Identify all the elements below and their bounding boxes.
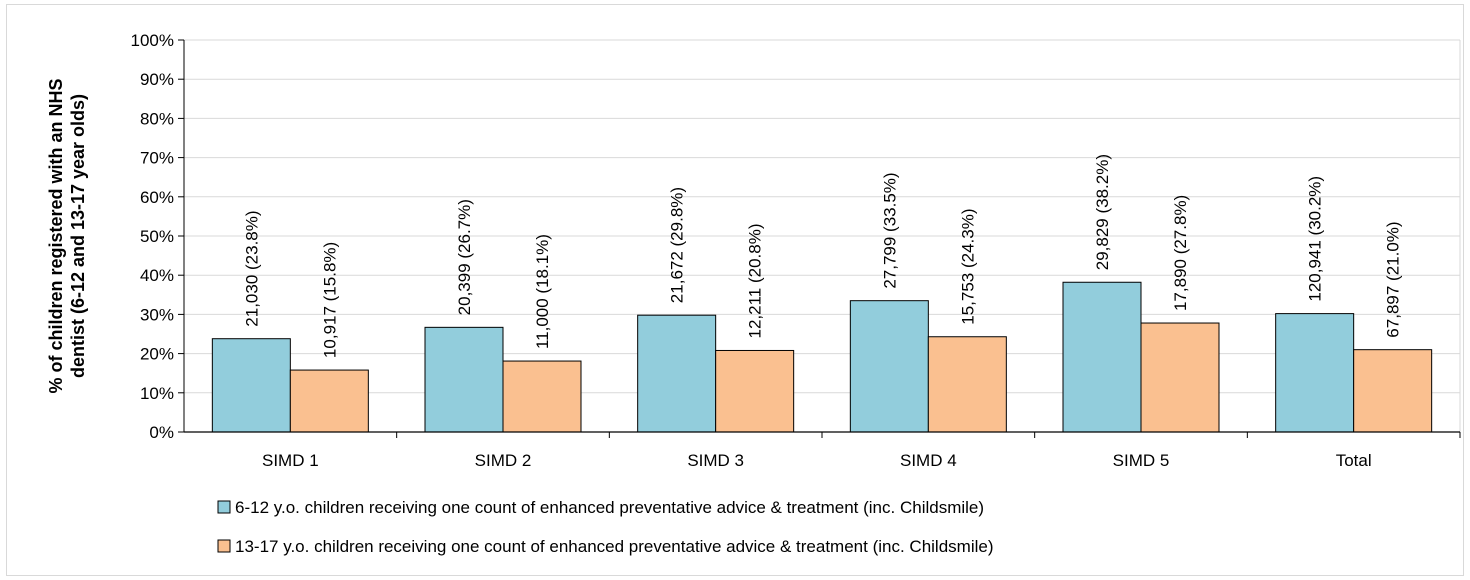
bar <box>289 369 369 433</box>
data-label: 27,799 (33.5%) <box>880 172 899 288</box>
data-label: 10,917 (15.8%) <box>320 242 339 358</box>
y-tick-label: 100% <box>131 31 174 50</box>
y-axis-title: % of children registered with an NHS dent… <box>46 78 88 393</box>
y-axis-title-line: % of children registered with an NHS <box>46 78 66 393</box>
data-label: 11,000 (18.1%) <box>533 234 552 349</box>
bar <box>424 326 504 433</box>
data-label: 15,753 (24.3%) <box>958 208 977 324</box>
bar <box>715 349 795 433</box>
legend-swatch[interactable] <box>217 500 231 514</box>
y-tick-label: 10% <box>140 384 174 403</box>
data-labels: 21,030 (23.8%) 10,917 (15.8%) 20,399 (26.7… <box>242 154 1402 358</box>
y-tick-label: 90% <box>140 70 174 89</box>
y-tick-label: 30% <box>140 305 174 324</box>
y-tick-label: 40% <box>140 266 174 285</box>
chart-frame <box>6 4 1464 576</box>
y-tick-label: 70% <box>140 149 174 168</box>
bar <box>927 336 1007 433</box>
bar <box>1062 281 1142 433</box>
y-tick-label: 80% <box>140 109 174 128</box>
legend-swatch[interactable] <box>217 539 231 553</box>
legend-entry[interactable]: 13-17 y.o. children receiving one count … <box>235 537 993 556</box>
data-label: 12,211 (20.8%) <box>746 223 765 338</box>
legend[interactable]: 6-12 y.o. children receiving one count o… <box>217 498 993 556</box>
bar <box>1353 349 1433 433</box>
category-label: SIMD 5 <box>1113 451 1170 470</box>
axes: 0% 10% 20% 30% 40% 50% 60% 70% 80% 90% 100% SIMD 1 S… <box>46 31 1461 470</box>
gridlines <box>184 39 1460 394</box>
bar <box>637 314 717 433</box>
y-tick-label: 50% <box>140 227 174 246</box>
category-label: Total <box>1336 451 1372 470</box>
data-label: 20,399 (26.7%) <box>455 199 474 315</box>
data-label: 67,897 (21.0%) <box>1384 221 1403 337</box>
category-label: SIMD 4 <box>900 451 957 470</box>
data-label: 120,941 (30.2%) <box>1306 176 1325 302</box>
data-label: 21,030 (23.8%) <box>242 210 261 326</box>
data-label: 29,829 (38.2%) <box>1093 154 1112 270</box>
bar <box>1140 322 1220 433</box>
category-label: SIMD 1 <box>262 451 319 470</box>
category-label: SIMD 2 <box>475 451 532 470</box>
bars <box>211 281 1433 433</box>
bar <box>211 338 291 433</box>
legend-entry[interactable]: 6-12 y.o. children receiving one count o… <box>235 498 984 517</box>
bar <box>502 360 582 433</box>
y-tick-label: 0% <box>149 423 174 442</box>
category-label: SIMD 3 <box>687 451 744 470</box>
bar <box>849 300 929 433</box>
data-label: 17,890 (27.8%) <box>1171 195 1190 311</box>
y-tick-label: 60% <box>140 188 174 207</box>
data-label: 21,672 (29.8%) <box>668 187 687 303</box>
y-axis-title-line: dentist (6-12 and 13-17 year olds) <box>68 94 88 378</box>
bar <box>1275 313 1355 433</box>
y-tick-label: 20% <box>140 345 174 364</box>
